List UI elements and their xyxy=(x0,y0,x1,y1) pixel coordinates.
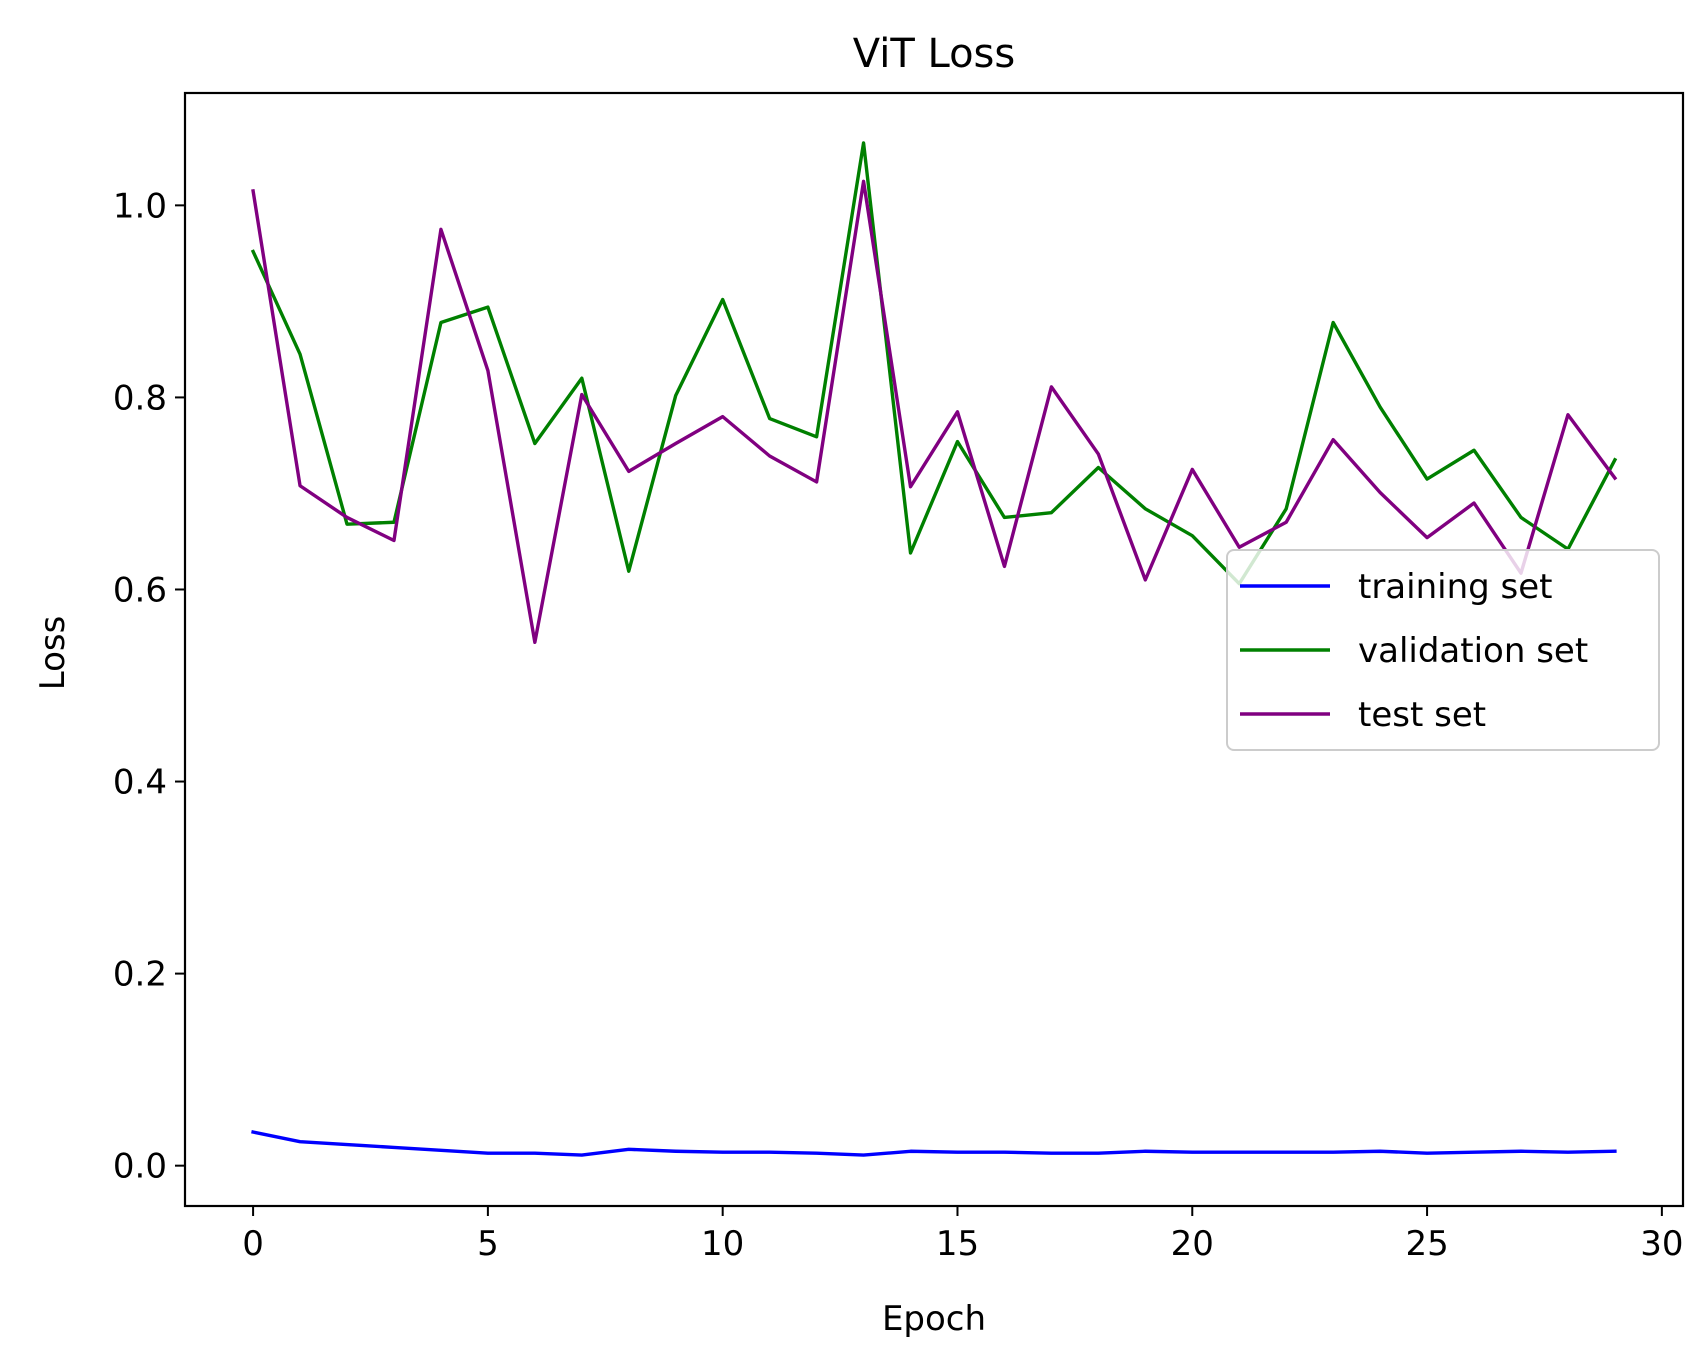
axis-ticks: 0 5 10 15 20 25 30 0.0 0.2 0.4 0.6 0.8 1.0 xyxy=(113,186,1684,1264)
x-tick-label: 15 xyxy=(936,1224,979,1264)
y-tick-label: 1.0 xyxy=(113,186,167,226)
legend-box xyxy=(1226,549,1660,751)
series-line-test-set xyxy=(251,179,1618,644)
y-tick-label: 0.6 xyxy=(113,570,167,610)
x-axis-label: Epoch xyxy=(882,1299,986,1339)
y-axis-label: Loss xyxy=(33,616,73,691)
y-tick-label: 0.4 xyxy=(113,763,167,803)
x-tick-label: 5 xyxy=(477,1224,499,1264)
plot-area-frame xyxy=(183,91,1685,1208)
x-tick-label: 20 xyxy=(1171,1224,1214,1264)
y-tick-label: 0.2 xyxy=(113,955,167,995)
series-line-validation-set xyxy=(250,141,1618,586)
legend-label-validation-set: validation set xyxy=(1358,631,1588,671)
series-line-training-set xyxy=(251,1130,1617,1157)
legend: training set validation set test set xyxy=(1226,549,1660,751)
y-tick-label: 0.8 xyxy=(113,378,167,418)
plot-marks xyxy=(250,141,1618,1157)
x-tick-label: 30 xyxy=(1640,1224,1683,1264)
x-tick-label: 0 xyxy=(242,1224,264,1264)
legend-label-training-set: training set xyxy=(1358,567,1553,607)
x-tick-label: 25 xyxy=(1405,1224,1448,1264)
legend-label-test-set: test set xyxy=(1358,695,1486,735)
chart-title: ViT Loss xyxy=(853,31,1015,77)
y-tick-label: 0.0 xyxy=(113,1147,167,1187)
x-tick-label: 10 xyxy=(701,1224,744,1264)
